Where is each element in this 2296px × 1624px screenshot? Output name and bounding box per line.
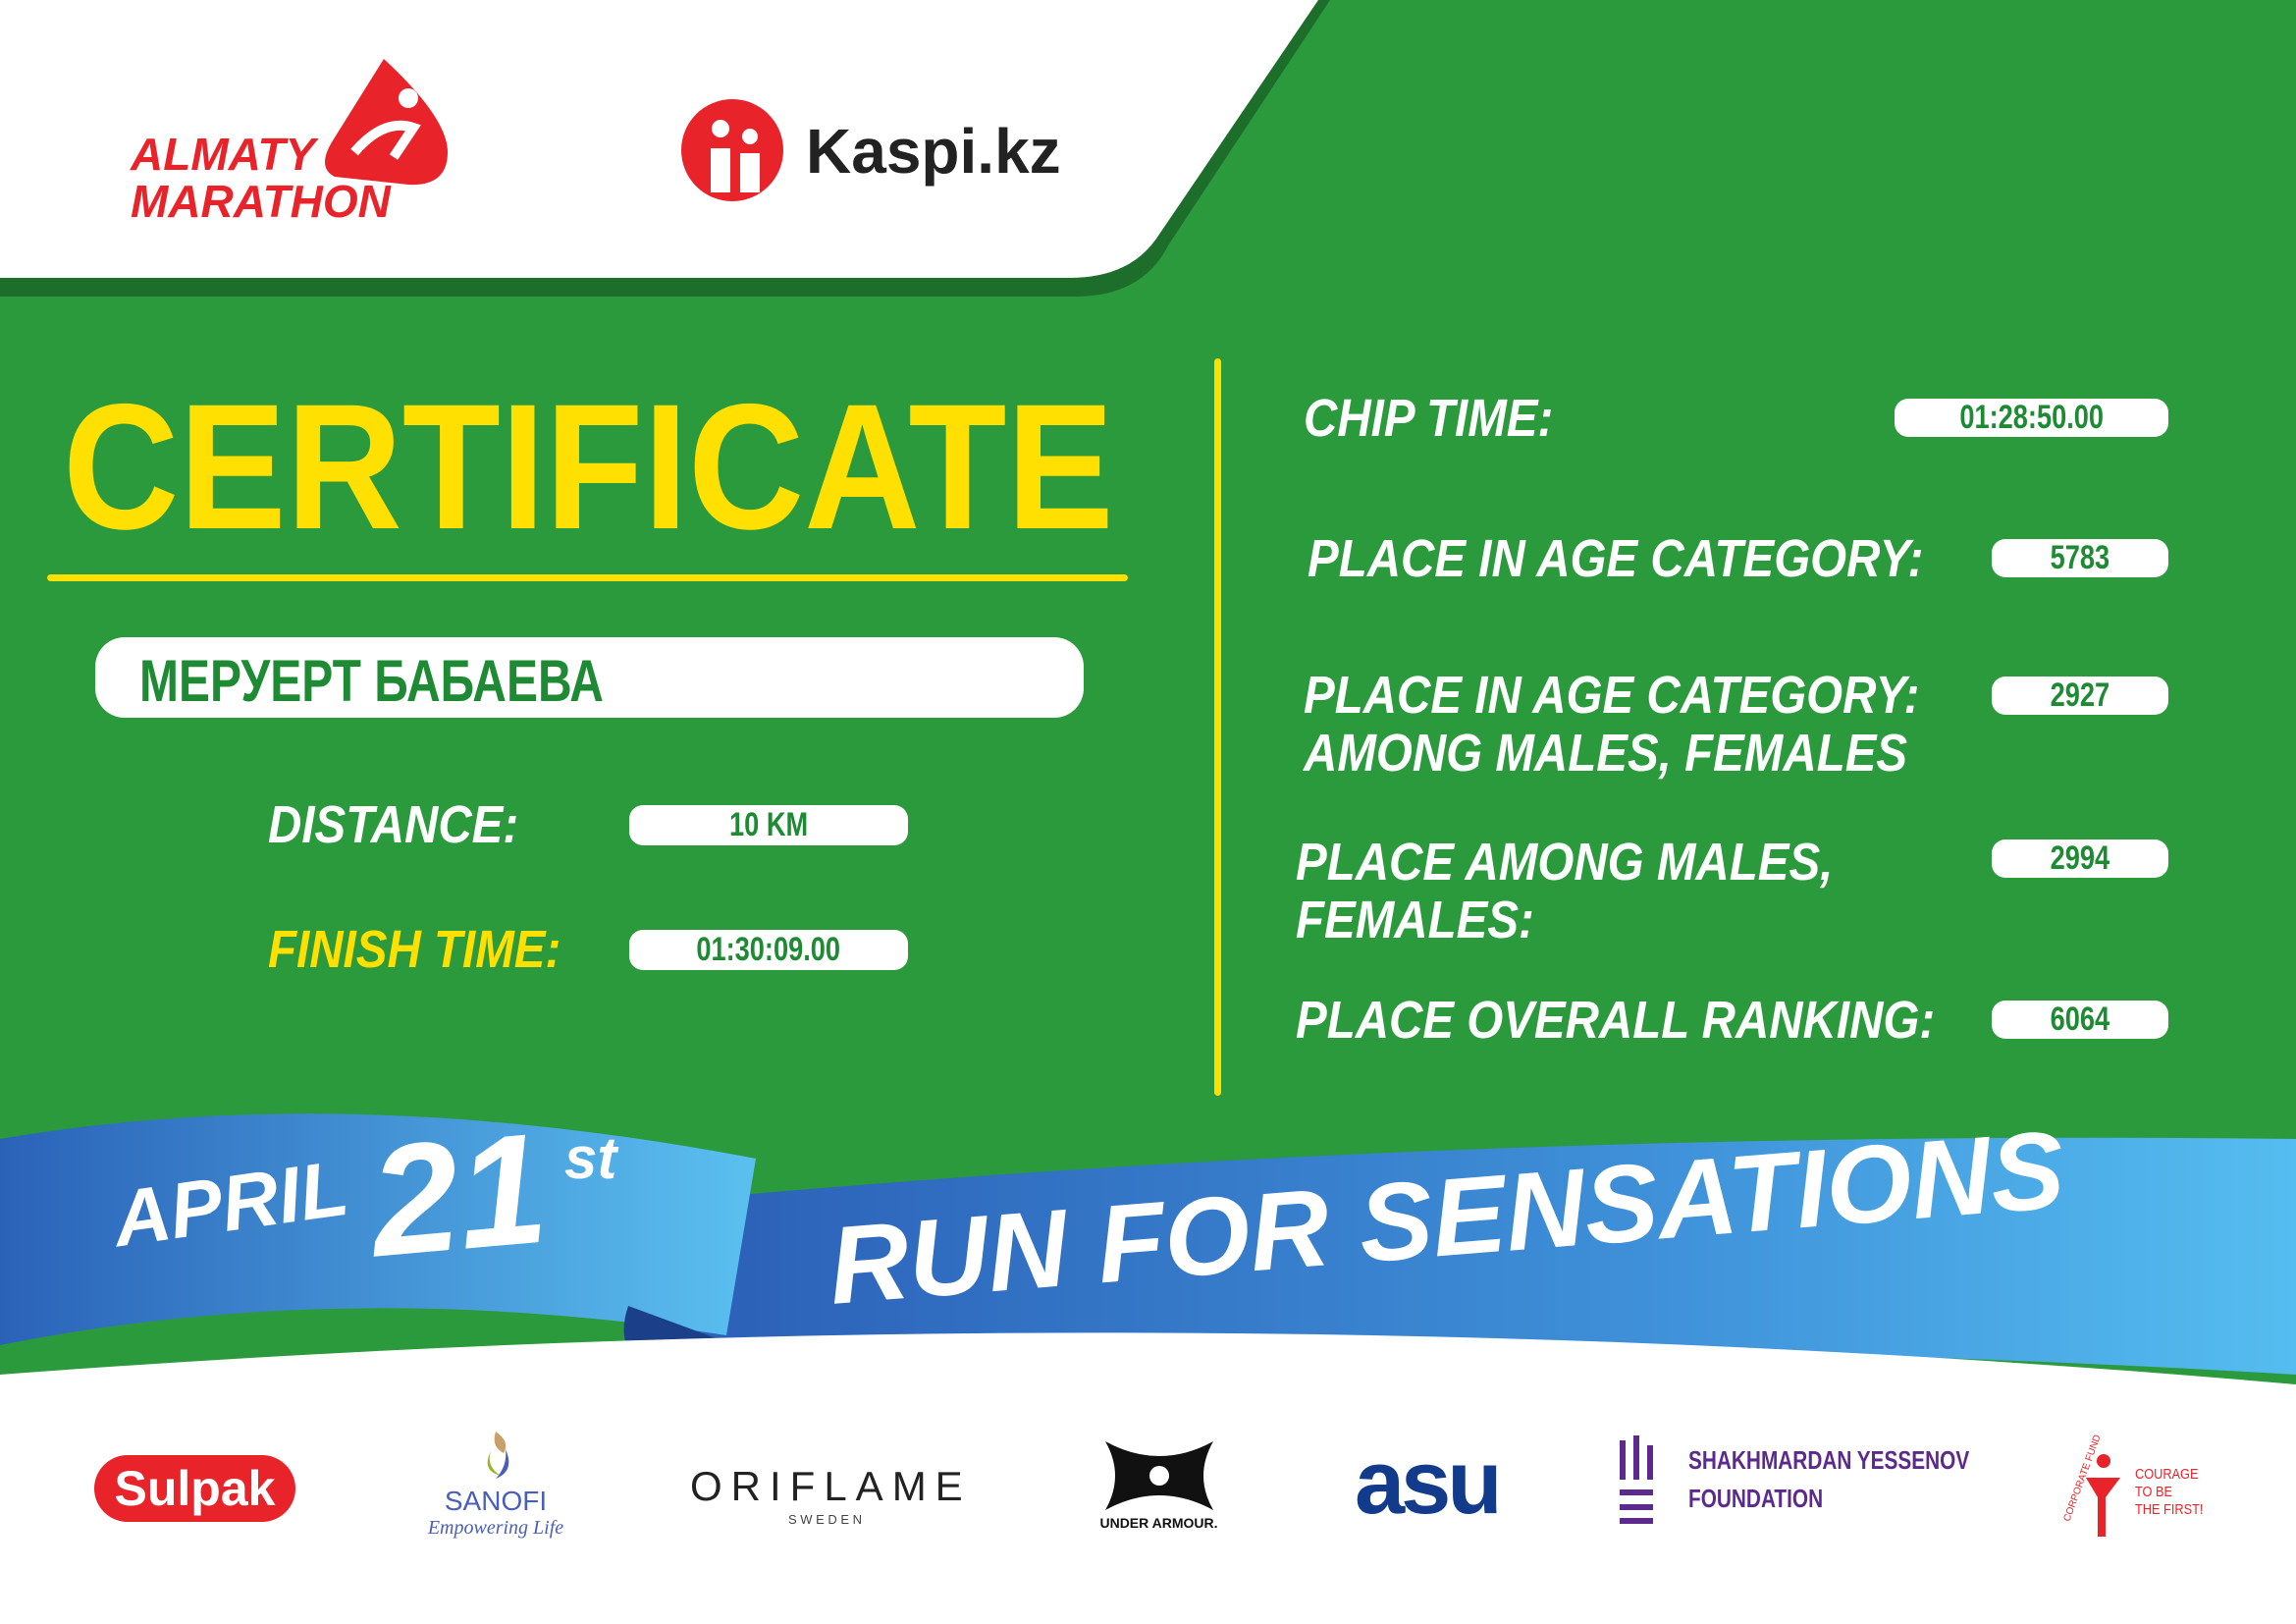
age-sex-value: 2927: [1992, 677, 2168, 715]
name-field: МЕРУЕРТ БАБАЕВА: [95, 637, 1084, 718]
kaspi-logo: Kaspi.kz: [681, 99, 1061, 202]
sex-label-line2: FEMALES:: [1296, 891, 1534, 949]
age-category-label: PLACE IN AGE CATEGORY:: [1308, 529, 1924, 588]
sanofi-logo: SANOFI Empowering Life: [422, 1432, 569, 1540]
kaspi-text: Kaspi.kz: [806, 115, 1061, 187]
logo-text-almaty: ALMATY: [131, 129, 316, 180]
yessenov-logo: SHAKHMARDAN YESSENOV FOUNDATION: [1620, 1435, 2040, 1524]
chip-time-value: 01:28:50.00: [1895, 399, 2168, 437]
kaspi-icon: [681, 99, 783, 201]
age-sex-label-line1: PLACE IN AGE CATEGORY:: [1304, 666, 1920, 725]
sanofi-tagline: Empowering Life: [427, 1517, 564, 1539]
sanofi-text: SANOFI: [444, 1486, 548, 1516]
under-armour-logo: UNDER ARMOUR.: [1078, 1441, 1240, 1531]
title-underline: [47, 574, 1128, 581]
sanofi-swirl-icon: [487, 1432, 509, 1479]
almaty-marathon-logo: ALMATY MARATHON: [129, 59, 453, 227]
runner-drop-icon: [325, 59, 448, 186]
distance-label: DISTANCE:: [268, 795, 519, 854]
date-ribbon: [0, 1113, 2296, 1624]
finish-time-value: 01:30:09.00: [629, 930, 908, 970]
sulpak-logo: Sulpak: [94, 1455, 295, 1522]
asu-logo: asu: [1355, 1433, 1503, 1533]
oriflame-logo: ORIFLAME S W E D E N: [690, 1463, 972, 1527]
ribbon-day-suffix: st: [564, 1125, 617, 1191]
yessenov-bars-icon: [1620, 1435, 1653, 1524]
header-banner: [0, 0, 1330, 297]
finish-time-label: FINISH TIME:: [268, 920, 561, 979]
participant-name: МЕРУЕРТ БАБАЕВА: [139, 648, 604, 714]
chip-time-label: CHIP TIME:: [1304, 389, 1554, 448]
courage-fund-logo: CORPORATE FUND COURAGE TO BE THE FIRST!: [2056, 1434, 2216, 1542]
sex-label-line1: PLACE AMONG MALES,: [1296, 833, 1834, 892]
under-armour-icon: [1104, 1441, 1213, 1510]
overall-value: 6064: [1992, 1001, 2168, 1039]
age-sex-label-line2: AMONG MALES, FEMALES: [1304, 724, 1908, 783]
runner-icon: [2086, 1454, 2120, 1537]
ribbon-day: 21: [363, 1099, 554, 1290]
logo-text-marathon: MARATHON: [131, 176, 391, 227]
sex-value: 2994: [1992, 839, 2168, 878]
certificate-title: CERTIFICATE: [63, 366, 1114, 567]
distance-value: 10 KM: [629, 805, 908, 845]
overall-label: PLACE OVERALL RANKING:: [1296, 991, 1936, 1050]
age-category-value: 5783: [1992, 539, 2168, 577]
vertical-divider: [1214, 358, 1221, 1096]
